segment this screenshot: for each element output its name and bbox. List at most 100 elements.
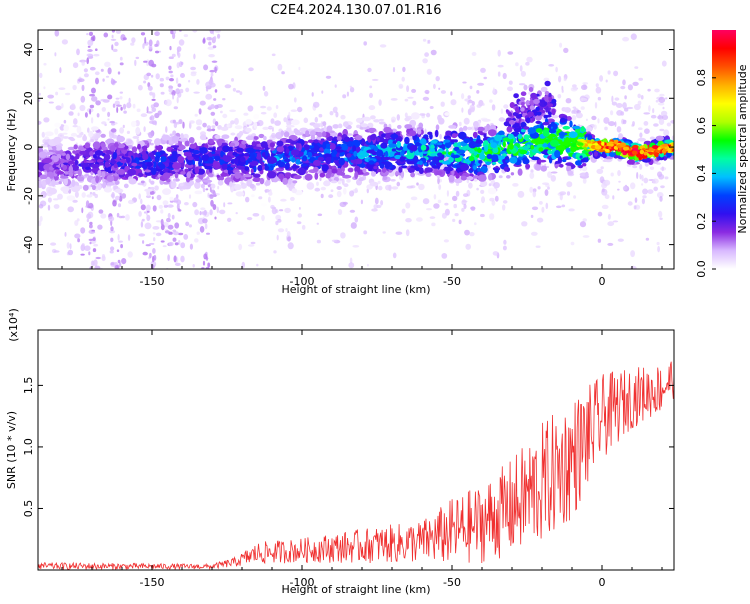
- spectrogram-cell: [206, 128, 213, 132]
- spectrogram-cell: [503, 166, 508, 172]
- spectrogram-cell: [207, 147, 214, 151]
- spectrogram-cell: [577, 132, 584, 138]
- spectrogram-cell: [288, 83, 294, 90]
- spectrogram-cell: [502, 200, 508, 204]
- spectrogram-cell: [154, 31, 160, 37]
- spectrogram-cell: [634, 66, 639, 69]
- spectrogram-cell: [176, 46, 182, 52]
- spectrogram-cell: [400, 165, 408, 169]
- spectrogram-cell: [286, 231, 291, 237]
- spectrogram-cell: [198, 142, 202, 146]
- spectrogram-cell: [671, 135, 674, 141]
- spectrogram-cell: [407, 167, 415, 174]
- spectrogram-cell: [464, 176, 474, 181]
- spectrogram-cell: [84, 112, 88, 118]
- spectrogram-cell: [62, 132, 68, 135]
- spectrogram-cell: [323, 180, 331, 187]
- spectrogram-cell: [561, 89, 564, 93]
- spectrogram-cell: [590, 145, 597, 149]
- spectrogram-cell: [488, 174, 493, 181]
- spectrogram-cell: [142, 153, 149, 161]
- spectrogram-cell: [498, 117, 505, 122]
- spectrogram-cell: [462, 200, 468, 203]
- spectrogram-cell: [199, 100, 206, 106]
- spectrogram-cell: [119, 56, 123, 61]
- spectrogram-cell: [597, 96, 602, 101]
- spectrogram-cell: [82, 286, 89, 293]
- spectrogram-cell: [92, 141, 101, 150]
- spectrogram-cell: [114, 100, 120, 106]
- y-tick-label: -20: [22, 187, 35, 205]
- spectrogram-cell: [291, 149, 300, 156]
- spectrogram-cell: [494, 134, 503, 142]
- spectrogram-cell: [570, 241, 575, 246]
- spectrogram-cell: [632, 165, 638, 169]
- spectrogram-cell: [87, 39, 94, 46]
- spectrogram-cell: [473, 151, 478, 156]
- spectrogram-cell: [258, 133, 265, 139]
- spectrogram-cell: [94, 71, 100, 76]
- spectrogram-cell: [274, 209, 279, 214]
- x-tick-label: -100: [290, 576, 315, 589]
- spectrogram-cell: [83, 300, 86, 305]
- spectrogram-cell: [102, 78, 105, 82]
- spectrogram-cell: [39, 174, 48, 180]
- spectrogram-cell: [178, 232, 184, 236]
- spectrogram-cell: [626, 159, 636, 165]
- spectrogram-cell: [614, 97, 620, 101]
- spectrogram-cell: [63, 119, 67, 124]
- spectrogram-cell: [214, 66, 217, 74]
- spectrogram-cell: [310, 134, 316, 141]
- spectrogram-cell: [580, 158, 586, 163]
- spectrogram-cell: [230, 175, 234, 179]
- spectrogram-cell: [205, 188, 209, 191]
- spectrogram-cell: [422, 58, 428, 64]
- spectrogram-cell: [397, 124, 402, 129]
- spectrogram-cell: [517, 190, 525, 198]
- spectrogram-cell: [352, 145, 357, 153]
- spectrogram-cell: [665, 97, 668, 100]
- spectrogram-cell: [488, 183, 492, 187]
- spectrogram-cell: [149, 242, 155, 245]
- spectrogram-cell: [566, 191, 571, 196]
- spectrogram-cell: [316, 222, 319, 225]
- spectrogram-cell: [86, 194, 93, 198]
- spectrogram-cell: [349, 137, 354, 142]
- spectrogram-cell: [373, 166, 378, 170]
- spectrogram-cell: [633, 205, 637, 210]
- spectrogram-cell: [645, 237, 650, 241]
- spectrogram-cell: [119, 96, 123, 100]
- spectrogram-cell: [370, 170, 377, 177]
- spectrogram-cell: [658, 174, 665, 180]
- spectrogram-cell: [284, 172, 292, 178]
- spectrogram-cell: [172, 32, 176, 39]
- spectrogram-cell: [245, 127, 252, 133]
- spectrogram-cell: [169, 133, 173, 137]
- x-tick-label: -50: [443, 275, 461, 288]
- spectrogram-cell: [144, 169, 151, 173]
- spectrogram-cell: [482, 103, 485, 106]
- spectrogram-cell: [607, 213, 611, 220]
- spectrogram-cell: [465, 243, 472, 250]
- spectrogram-cell: [503, 104, 509, 109]
- spectrogram-cell: [291, 157, 296, 163]
- spectrogram-cell: [214, 89, 218, 93]
- spectrogram-cell: [173, 122, 178, 129]
- spectrogram-cell: [68, 165, 74, 173]
- spectrogram-cell: [319, 170, 323, 174]
- spectrogram-cell: [293, 97, 297, 103]
- spectrogram-cell: [273, 250, 277, 254]
- spectrogram-cell: [128, 97, 131, 103]
- spectrogram-cell: [354, 216, 359, 223]
- spectrogram-cell: [627, 84, 634, 91]
- spectrogram-cell: [490, 142, 498, 149]
- spectrogram-cell: [375, 162, 380, 166]
- spectrogram-cell: [107, 170, 113, 174]
- spectrogram-cell: [84, 174, 90, 177]
- spectrogram-cell: [204, 223, 208, 230]
- spectrogram-cell: [550, 175, 556, 182]
- spectrogram-cell: [239, 91, 243, 95]
- spectrogram-cell: [78, 145, 84, 151]
- spectrogram-cell: [66, 242, 70, 249]
- spectrogram-cell: [600, 166, 604, 170]
